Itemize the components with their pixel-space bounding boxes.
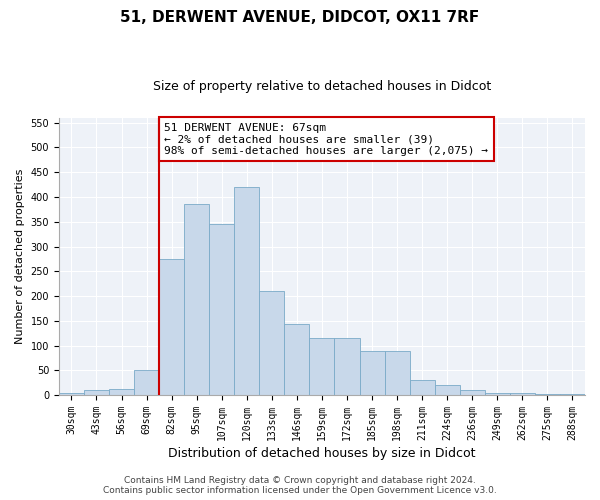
Bar xyxy=(334,338,359,395)
Text: Contains HM Land Registry data © Crown copyright and database right 2024.
Contai: Contains HM Land Registry data © Crown c… xyxy=(103,476,497,495)
Bar xyxy=(485,392,510,395)
X-axis label: Distribution of detached houses by size in Didcot: Distribution of detached houses by size … xyxy=(168,447,476,460)
Bar xyxy=(234,187,259,395)
Bar xyxy=(460,390,485,395)
Bar xyxy=(359,350,385,395)
Title: Size of property relative to detached houses in Didcot: Size of property relative to detached ho… xyxy=(153,80,491,93)
Bar xyxy=(385,350,410,395)
Bar xyxy=(109,388,134,395)
Bar xyxy=(134,370,159,395)
Bar xyxy=(535,394,560,395)
Bar xyxy=(84,390,109,395)
Bar xyxy=(410,380,434,395)
Bar xyxy=(184,204,209,395)
Y-axis label: Number of detached properties: Number of detached properties xyxy=(15,168,25,344)
Bar xyxy=(284,324,310,395)
Bar xyxy=(209,224,234,395)
Bar xyxy=(310,338,334,395)
Bar xyxy=(560,394,585,395)
Text: 51 DERWENT AVENUE: 67sqm
← 2% of detached houses are smaller (39)
98% of semi-de: 51 DERWENT AVENUE: 67sqm ← 2% of detache… xyxy=(164,122,488,156)
Bar xyxy=(259,291,284,395)
Bar xyxy=(434,385,460,395)
Text: 51, DERWENT AVENUE, DIDCOT, OX11 7RF: 51, DERWENT AVENUE, DIDCOT, OX11 7RF xyxy=(121,10,479,25)
Bar xyxy=(59,392,84,395)
Bar xyxy=(159,259,184,395)
Bar xyxy=(510,392,535,395)
